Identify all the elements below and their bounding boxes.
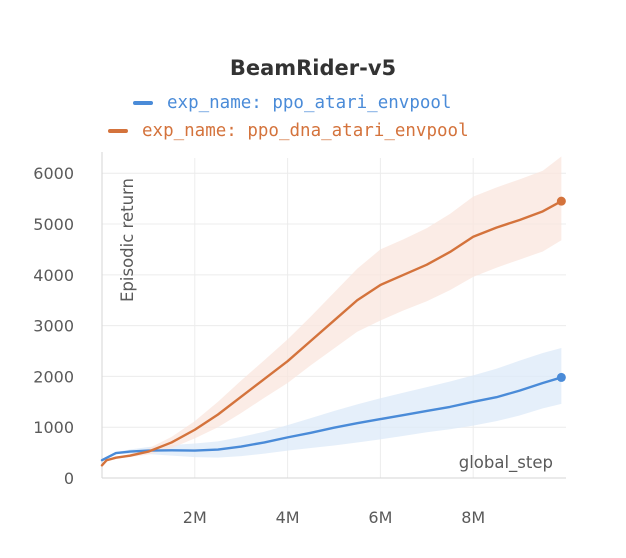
legend-label: exp_name: ppo_dna_atari_envpool bbox=[142, 121, 469, 141]
legend-swatch-blue bbox=[133, 101, 153, 105]
series-1-band bbox=[102, 156, 562, 466]
y-tick-label: 2000 bbox=[33, 367, 74, 386]
series-0-end-marker bbox=[556, 372, 566, 382]
y-tick-label: 6000 bbox=[33, 164, 74, 183]
y-tick-label: 1000 bbox=[33, 418, 74, 437]
chart-title: BeamRider-v5 bbox=[229, 56, 397, 80]
legend-item-ppo-dna-atari-envpool[interactable]: exp_name: ppo_dna_atari_envpool bbox=[108, 121, 469, 141]
y-tick-label: 3000 bbox=[33, 317, 74, 336]
y-tick-label: 0 bbox=[64, 469, 74, 488]
y-tick-label: 5000 bbox=[33, 215, 74, 234]
y-axis-title: Episodic return bbox=[118, 178, 137, 302]
x-axis-title: global_step bbox=[459, 453, 553, 473]
series-0-line bbox=[100, 376, 563, 462]
legend-swatch-orange bbox=[108, 129, 128, 133]
y-tick-label: 4000 bbox=[33, 266, 74, 285]
x-tick-label: 2M bbox=[183, 508, 207, 527]
series-1-line bbox=[100, 199, 563, 467]
legend-item-ppo-atari-envpool[interactable]: exp_name: ppo_atari_envpool bbox=[133, 93, 451, 113]
x-tick-label: 4M bbox=[276, 508, 300, 527]
legend-label: exp_name: ppo_atari_envpool bbox=[167, 93, 452, 113]
x-tick-label: 8M bbox=[461, 508, 485, 527]
x-tick-label: 6M bbox=[368, 508, 392, 527]
series-1-end-marker bbox=[556, 196, 566, 206]
